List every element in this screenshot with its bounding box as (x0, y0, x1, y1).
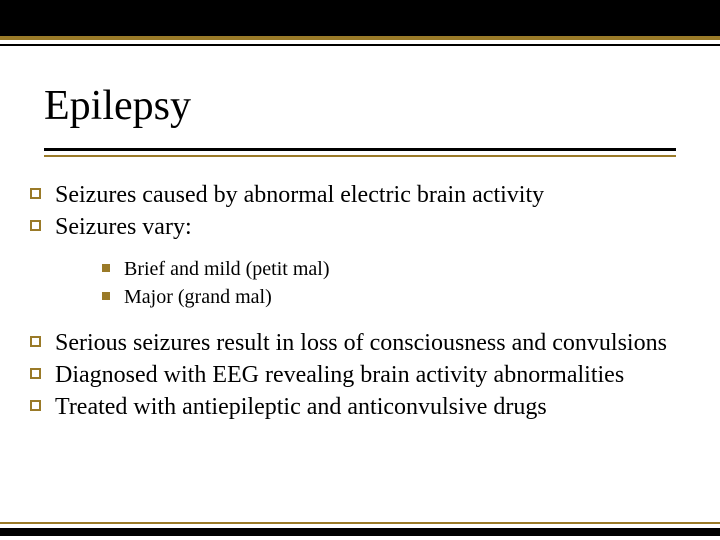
square-outline-bullet-icon (30, 188, 41, 199)
list-item: Brief and mild (petit mal) (30, 256, 690, 282)
slide-title: Epilepsy (44, 82, 191, 130)
list-item: Seizures vary: (30, 212, 690, 242)
list-item-text: Diagnosed with EEG revealing brain activ… (55, 360, 624, 390)
slide: Epilepsy Seizures caused by abnormal ele… (0, 0, 720, 540)
square-outline-bullet-icon (30, 336, 41, 347)
title-underline-thick (44, 148, 676, 151)
content-area: Seizures caused by abnormal electric bra… (30, 180, 690, 424)
list-item-text: Serious seizures result in loss of consc… (55, 328, 667, 358)
list-item: Treated with antiepileptic and anticonvu… (30, 392, 690, 422)
square-filled-bullet-icon (102, 292, 110, 300)
list-item: Diagnosed with EEG revealing brain activ… (30, 360, 690, 390)
square-outline-bullet-icon (30, 400, 41, 411)
list-item: Seizures caused by abnormal electric bra… (30, 180, 690, 210)
square-outline-bullet-icon (30, 220, 41, 231)
square-outline-bullet-icon (30, 368, 41, 379)
list-item-text: Brief and mild (petit mal) (124, 256, 330, 282)
top-thin-rule (0, 44, 720, 46)
list-item-text: Seizures caused by abnormal electric bra… (55, 180, 544, 210)
top-accent-rule (0, 36, 720, 40)
list-item-text: Major (grand mal) (124, 284, 272, 310)
title-underline-accent (44, 155, 676, 157)
list-item-text: Treated with antiepileptic and anticonvu… (55, 392, 547, 422)
bottom-black-band (0, 528, 720, 536)
list-item: Major (grand mal) (30, 284, 690, 310)
sub-list: Brief and mild (petit mal) Major (grand … (30, 256, 690, 310)
top-black-band (0, 0, 720, 36)
list-item: Serious seizures result in loss of consc… (30, 328, 690, 358)
list-item-text: Seizures vary: (55, 212, 192, 242)
bottom-accent-rule (0, 522, 720, 524)
square-filled-bullet-icon (102, 264, 110, 272)
